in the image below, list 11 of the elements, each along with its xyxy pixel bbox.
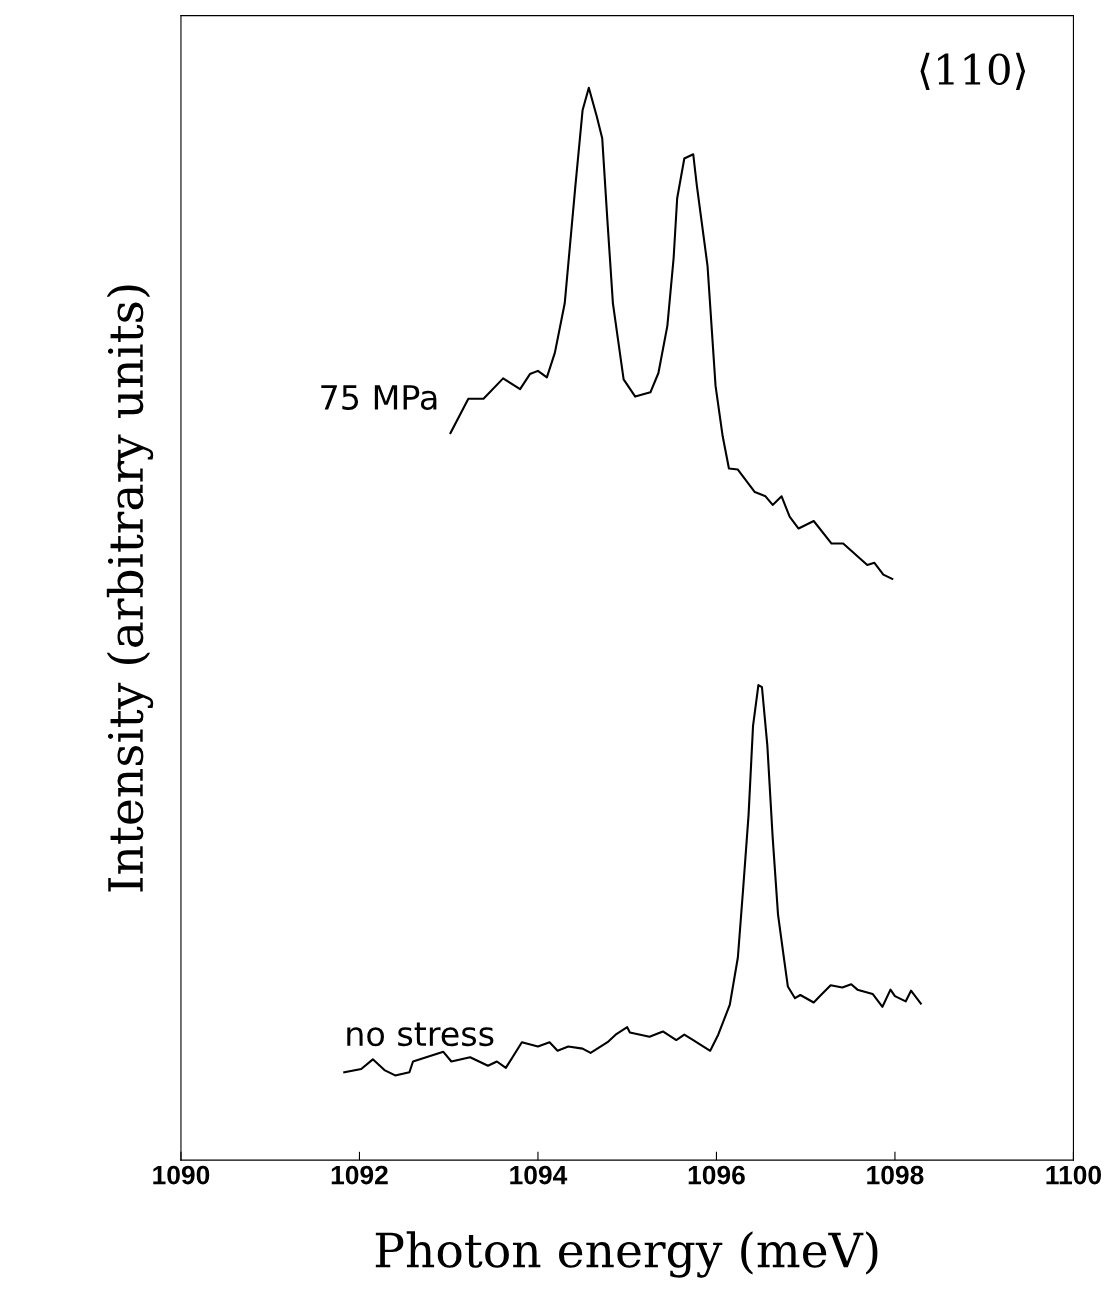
x-tick-label: 1090 xyxy=(153,1165,210,1185)
x-tick-label: 1092 xyxy=(331,1165,388,1185)
annotation: ⟨110⟩ xyxy=(920,52,1026,90)
x-tick-label: 1094 xyxy=(510,1165,568,1185)
series-label: 75 MPa xyxy=(321,385,437,410)
series-label: no stress xyxy=(347,1022,494,1047)
x-axis-title: Photon energy (meV) xyxy=(375,1231,878,1278)
y-axis-title: Intensity (arbitrary units) xyxy=(106,285,154,892)
x-tick-label: 1100 xyxy=(1046,1165,1101,1185)
x-tick-label: 1096 xyxy=(688,1165,745,1185)
x-tick-label: 1098 xyxy=(867,1165,924,1185)
